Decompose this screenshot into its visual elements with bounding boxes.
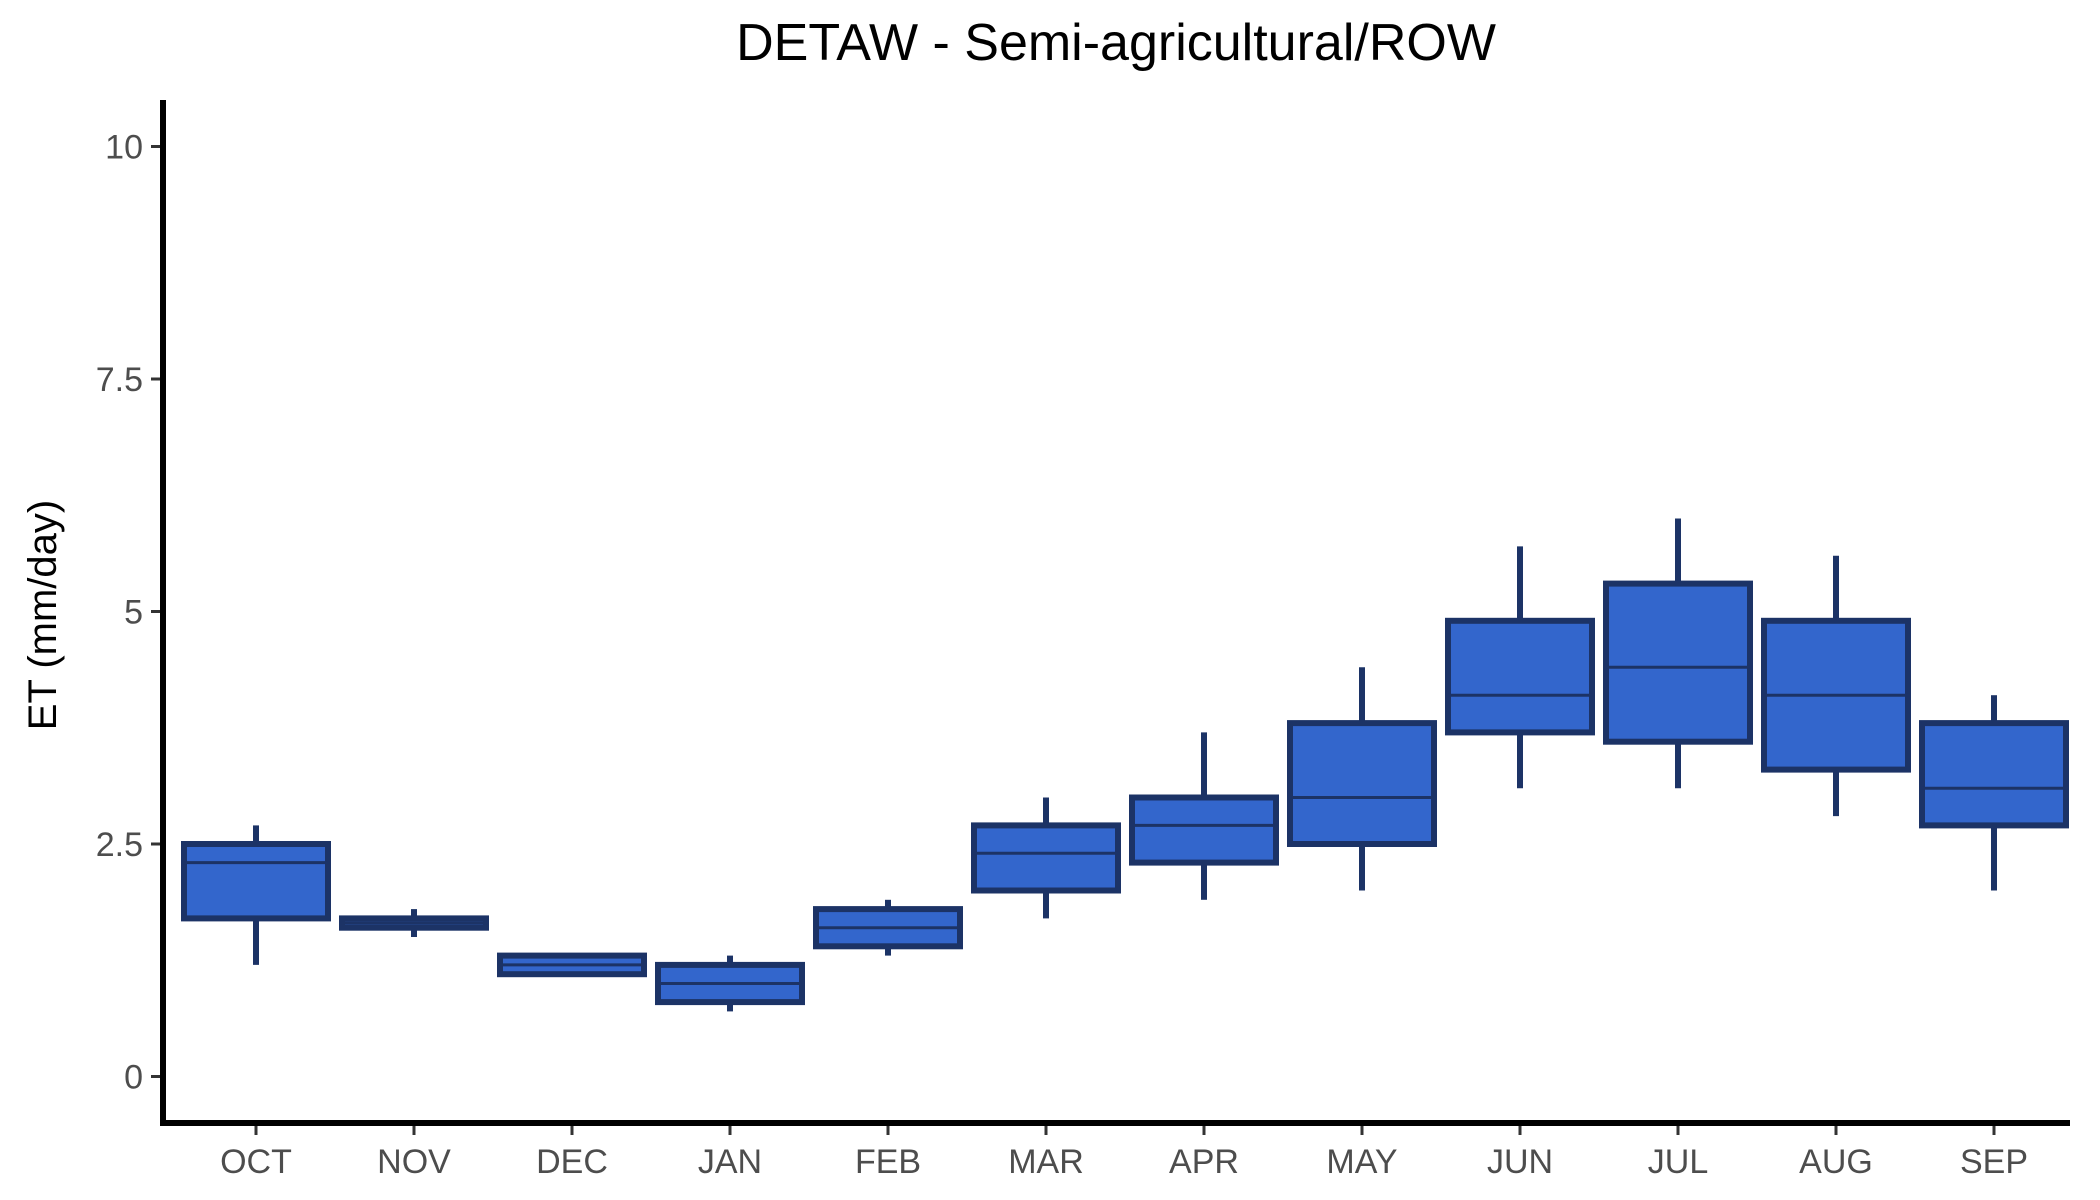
x-axis-ticks: OCT NOV DEC JAN FEB MAR APR MAY JUN JUL AUG SEP (220, 1123, 2028, 1181)
box-oct (181, 825, 331, 965)
y-tick-label: 2.5 (96, 826, 143, 864)
x-tick-label: DEC (536, 1143, 608, 1181)
x-tick-label: SEP (1960, 1143, 2028, 1181)
x-tick-label: JUN (1487, 1143, 1553, 1181)
y-tick-label: 5 (124, 594, 143, 632)
box-jul (1603, 518, 1753, 789)
x-tick-label: MAY (1326, 1143, 1397, 1181)
box-body (1445, 617, 1595, 736)
box-mar (971, 797, 1121, 919)
y-tick-label: 7.5 (96, 361, 143, 399)
x-tick-label: OCT (220, 1143, 292, 1181)
x-tick-label: FEB (855, 1143, 921, 1181)
box-nov (339, 909, 489, 937)
box-feb (813, 899, 963, 956)
y-axis-title: ET (mm/day) (21, 500, 65, 730)
x-tick-label: AUG (1799, 1143, 1873, 1181)
x-tick-label: MAR (1008, 1143, 1084, 1181)
box-jan (655, 955, 805, 1012)
x-tick-label: APR (1169, 1143, 1239, 1181)
box-body (181, 841, 331, 922)
box-body (1919, 720, 2069, 829)
box-sep (1919, 695, 2069, 891)
x-tick-label: NOV (377, 1143, 451, 1181)
y-axis-ticks: 0 2.5 5 7.5 10 (96, 129, 163, 1097)
box-jun (1445, 546, 1595, 789)
box-dec (497, 952, 647, 978)
box-body (1287, 720, 1437, 847)
x-tick-label: JUL (1648, 1143, 1708, 1181)
box-series (181, 518, 2069, 1012)
box-body (1603, 580, 1753, 745)
box-aug (1761, 555, 1911, 817)
chart-title: DETAW - Semi-agricultural/ROW (736, 14, 1496, 72)
box-apr (1129, 732, 1279, 900)
x-tick-label: JAN (698, 1143, 762, 1181)
y-tick-label: 0 (124, 1059, 143, 1097)
box-may (1287, 667, 1437, 891)
y-tick-label: 10 (105, 129, 143, 167)
box-body (971, 822, 1121, 894)
box-body (1129, 794, 1279, 866)
